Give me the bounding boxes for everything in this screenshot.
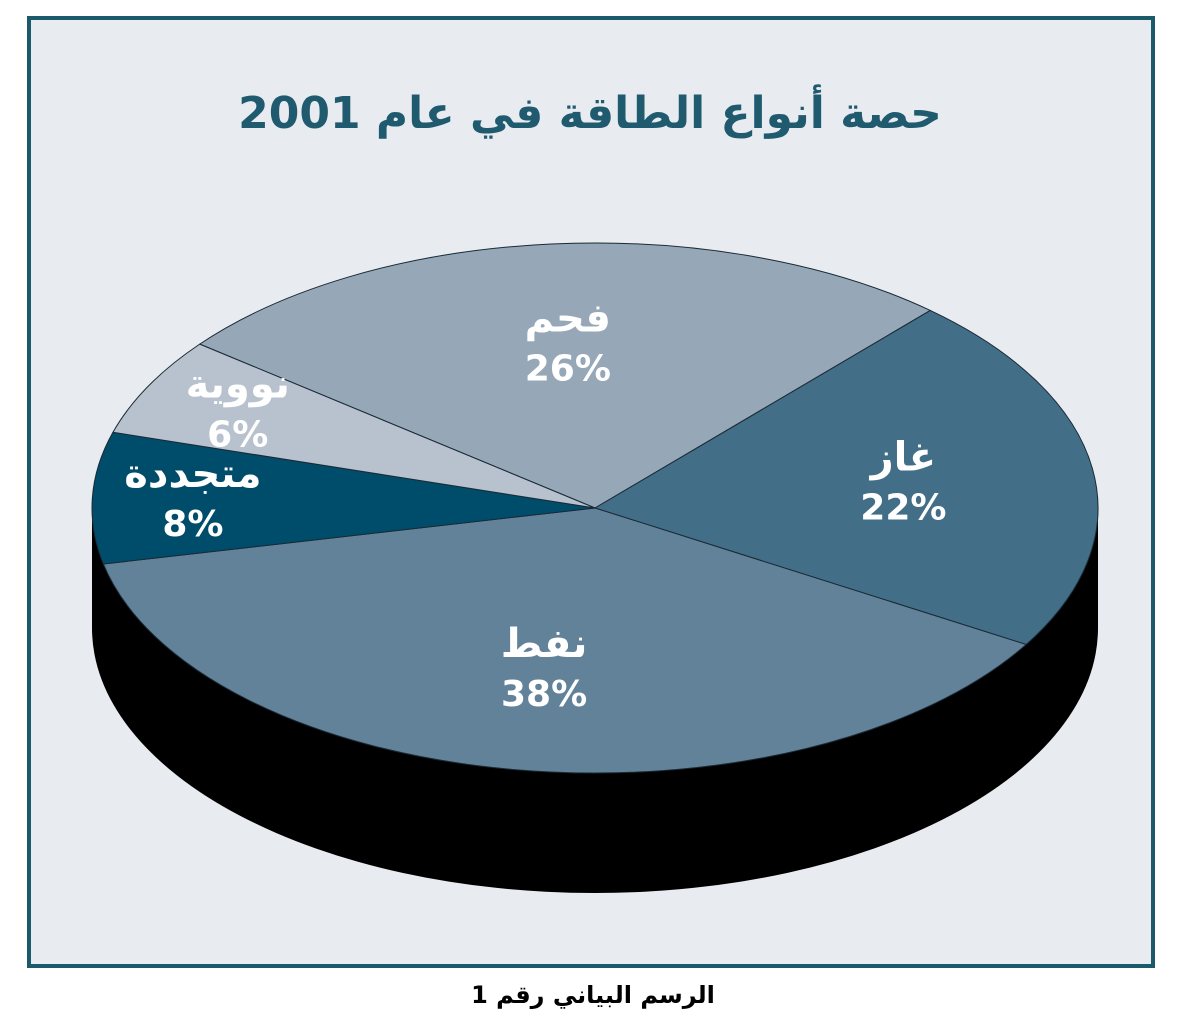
pie-slice <box>102 507 1028 774</box>
slice-label: نفط <box>501 621 588 667</box>
pie-side <box>92 508 1098 893</box>
slice-value-label: 22% <box>860 487 946 528</box>
pie-slice <box>198 242 932 509</box>
slice-value-label: 26% <box>525 348 611 389</box>
slice-label: فحم <box>525 295 611 341</box>
slice-label: متجددة <box>124 451 261 497</box>
chart-title: حصة أنواع الطاقة في عام 2001 <box>238 84 942 139</box>
slice-value-label: 6% <box>207 414 268 455</box>
chart-caption: الرسم البياني رقم 1 <box>471 981 715 1009</box>
pie-slice <box>593 309 1099 646</box>
slice-label: غاز <box>869 434 936 480</box>
slice-value-label: 8% <box>162 504 223 545</box>
slice-value-label: 38% <box>501 674 587 715</box>
pie-slice <box>112 343 596 509</box>
slice-label: نووية <box>186 361 290 407</box>
pie-slice <box>91 431 596 565</box>
